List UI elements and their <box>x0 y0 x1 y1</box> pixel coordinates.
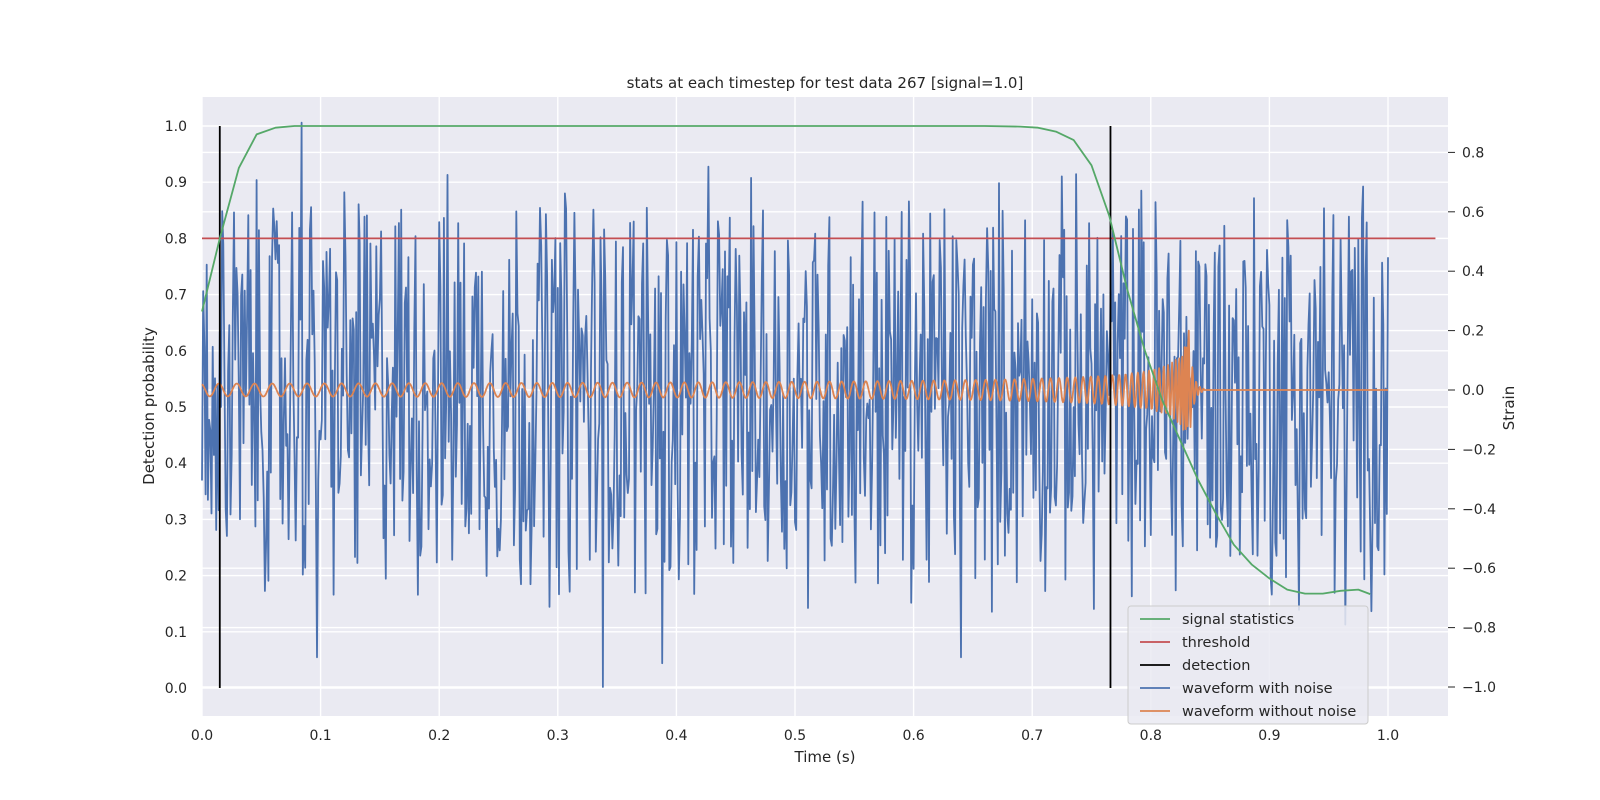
y-axis-label-right: Strain <box>1500 386 1518 430</box>
signal-statistics-line <box>201 125 1371 595</box>
y-tick-label-left: 0.3 <box>165 512 187 528</box>
x-tick-label: 0.3 <box>547 728 569 744</box>
x-tick-label: 0.9 <box>1258 728 1280 744</box>
legend-box <box>1127 605 1369 725</box>
y-tick-label-right: 0.8 <box>1462 145 1484 161</box>
y-tick-label-left: 0.0 <box>165 681 187 697</box>
legend: signal statistics threshold detection wavef… <box>1127 605 1369 725</box>
y-tick-label-left: 0.6 <box>165 344 187 360</box>
x-tick-label: 0.8 <box>1140 728 1162 744</box>
x-tick-label: 0.5 <box>784 728 806 744</box>
y-tick-label-left: 0.1 <box>165 625 187 641</box>
x-tick-label: 0.6 <box>902 728 924 744</box>
y-tick-label-left: 0.8 <box>165 231 187 247</box>
x-tick-label: 0.0 <box>191 728 213 744</box>
legend-label: waveform without noise <box>1182 704 1356 720</box>
x-tick-label: 0.1 <box>309 728 331 744</box>
x-tick-label: 0.2 <box>428 728 450 744</box>
y-tick-label-right: 0.6 <box>1462 205 1484 221</box>
y-tick-label-right: 0.2 <box>1462 324 1484 340</box>
legend-label: signal statistics <box>1182 612 1294 628</box>
chart-title: stats at each timestep for test data 267… <box>627 74 1024 92</box>
tick-layer: 0.0 0.1 0.2 0.3 0.4 0.5 0.6 0.7 0.8 0.9 1.0 0.0 0.1 0… <box>165 119 1496 744</box>
legend-label: detection <box>1182 658 1250 674</box>
y-tick-label-left: 1.0 <box>165 119 187 135</box>
y-tick-label-left: 0.7 <box>165 288 187 304</box>
x-tick-label: 1.0 <box>1377 728 1399 744</box>
y-tick-label-left: 0.9 <box>165 175 187 191</box>
legend-label: threshold <box>1182 635 1250 651</box>
x-axis-label: Time (s) <box>794 748 856 766</box>
y-tick-label-right: 0.4 <box>1462 264 1484 280</box>
y-tick-label-right: −0.8 <box>1462 621 1496 637</box>
x-tick-label: 0.4 <box>665 728 687 744</box>
y-tick-label-right: −0.2 <box>1462 442 1496 458</box>
y-tick-label-right: −1.0 <box>1462 680 1496 696</box>
waveform-without-noise-line <box>201 329 1389 431</box>
y-tick-label-right: 0.0 <box>1462 383 1484 399</box>
legend-label: waveform with noise <box>1182 681 1333 697</box>
y-tick-label-right: −0.6 <box>1462 561 1496 577</box>
y-tick-label-right: −0.4 <box>1462 502 1496 518</box>
y-axis-label-left: Detection probability <box>140 327 158 485</box>
y-tick-label-left: 0.2 <box>165 569 187 585</box>
y-tick-label-left: 0.4 <box>165 456 187 472</box>
series-layer <box>201 121 1436 688</box>
x-tick-label: 0.7 <box>1021 728 1043 744</box>
y-tick-label-left: 0.5 <box>165 400 187 416</box>
